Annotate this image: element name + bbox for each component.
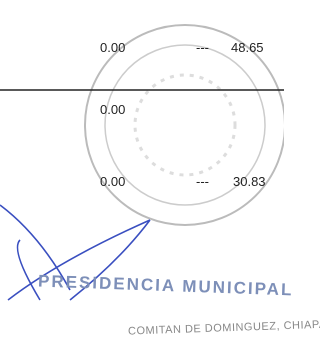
row-value: 0.00 xyxy=(100,102,125,117)
row-separator: --- xyxy=(196,174,209,189)
page: 0.00 --- 48.65 0.00 0.00 --- 30.83 PRESI… xyxy=(0,0,284,352)
row-total: 30.83 xyxy=(233,174,266,189)
row-value: 0.00 xyxy=(100,174,125,189)
stamp-ring xyxy=(85,25,284,225)
row-total: 48.65 xyxy=(231,40,264,55)
row-value: 0.00 xyxy=(100,40,125,55)
row-separator: --- xyxy=(196,40,209,55)
